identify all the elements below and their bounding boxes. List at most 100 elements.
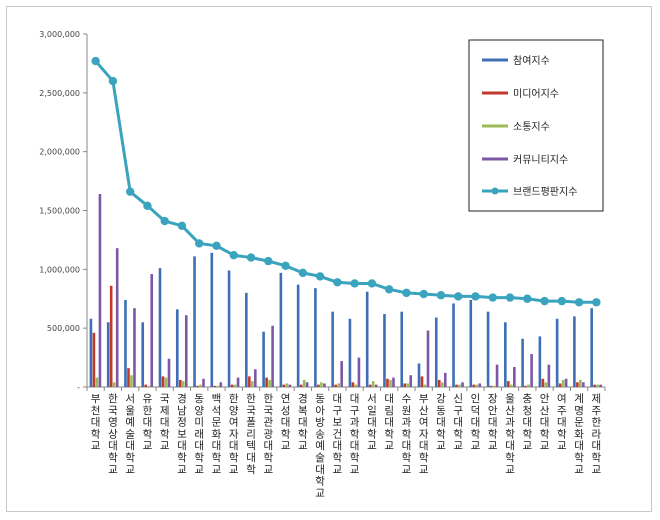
bar-2-28 xyxy=(579,379,582,387)
brand-reputation-point-0 xyxy=(91,56,100,66)
bar-3-3 xyxy=(150,274,154,387)
bar-2-11 xyxy=(285,383,289,387)
brand-reputation-point-21 xyxy=(454,292,463,301)
bar-3-18 xyxy=(409,375,413,387)
bar-1-28 xyxy=(576,382,579,387)
bar-3-25 xyxy=(530,354,533,387)
bar-2-29 xyxy=(596,384,599,387)
bar-0-20 xyxy=(434,317,438,387)
bar-0-26 xyxy=(538,336,542,387)
bar-1-6 xyxy=(196,385,199,387)
bar-1-16 xyxy=(368,384,372,387)
bar-0-16 xyxy=(365,291,369,387)
bar-1-25 xyxy=(524,385,527,387)
bar-2-17 xyxy=(389,379,392,387)
bar-3-20 xyxy=(443,372,447,387)
brand-reputation-point-1 xyxy=(108,76,118,86)
axis-layer: - 500,000 1,000,000 1,500,000 2,000,000 2,500… xyxy=(39,30,606,392)
bar-1-5 xyxy=(178,379,182,387)
bar-2-5 xyxy=(181,381,185,387)
brand-reputation-point-23 xyxy=(488,293,497,302)
bar-0-14 xyxy=(331,311,334,387)
y-tick-label: 1,500,000 xyxy=(39,207,80,216)
bar-3-19 xyxy=(426,330,430,387)
bar-3-29 xyxy=(599,384,602,387)
bar-2-19 xyxy=(423,384,427,387)
bar-0-10 xyxy=(262,331,265,387)
legend-item-communication: 소통지수 xyxy=(482,121,550,133)
bar-1-20 xyxy=(437,379,441,387)
bar-2-3 xyxy=(147,385,151,387)
brand-reputation-point-14 xyxy=(333,278,342,287)
legend-marker-brand-reputation xyxy=(491,187,499,195)
bar-3-8 xyxy=(236,377,240,387)
bar-1-4 xyxy=(161,376,165,387)
bar-2-1 xyxy=(112,382,116,387)
bar-1-11 xyxy=(282,384,286,387)
brand-reputation-point-25 xyxy=(523,294,532,303)
bar-3-9 xyxy=(254,369,257,387)
brand-reputation-point-10 xyxy=(264,256,273,266)
bar-1-23 xyxy=(489,385,493,387)
brand-reputation-point-17 xyxy=(384,285,394,294)
brand-reputation-point-27 xyxy=(557,296,567,306)
bar-2-27 xyxy=(561,379,565,387)
bar-3-10 xyxy=(271,325,274,387)
bar-0-29 xyxy=(590,308,593,387)
bar-3-27 xyxy=(564,378,568,387)
bar-2-21 xyxy=(458,384,461,387)
bar-1-12 xyxy=(299,384,303,387)
bar-3-6 xyxy=(202,378,205,387)
bar-2-16 xyxy=(371,381,375,387)
bar-0-17 xyxy=(383,314,386,387)
bar-0-2 xyxy=(124,299,127,387)
bar-1-27 xyxy=(558,383,562,387)
bar-1-9 xyxy=(248,376,251,387)
line-layer xyxy=(91,56,601,307)
legend-label-participation: 참여지수 xyxy=(513,55,550,67)
bar-3-12 xyxy=(305,382,309,387)
bar-0-23 xyxy=(486,311,490,387)
bar-1-18 xyxy=(403,383,407,387)
bar-1-17 xyxy=(386,378,389,387)
bar-0-9 xyxy=(245,292,248,387)
brand-reputation-point-7 xyxy=(212,241,221,250)
brand-reputation-point-13 xyxy=(315,272,325,281)
bar-0-22 xyxy=(469,299,473,387)
bar-1-7 xyxy=(213,385,217,387)
bar-2-12 xyxy=(302,379,306,387)
legend-label-media: 미디어지수 xyxy=(513,88,559,100)
bar-line-chart: - 500,000 1,000,000 1,500,000 2,000,000 2,500… xyxy=(39,30,606,499)
y-tick-label: 3,000,000 xyxy=(39,30,80,39)
bar-3-2 xyxy=(133,308,136,387)
bar-0-11 xyxy=(279,272,283,387)
brand-reputation-point-28 xyxy=(574,298,584,307)
bar-2-4 xyxy=(164,377,168,387)
bar-0-5 xyxy=(175,309,179,387)
bar-3-15 xyxy=(357,357,361,387)
label-layer: 부 천 대 학 교 한 국 영 상 대 학 교 서 울 예 술 대 학 교 유 한 대 학 교 국 제 대 학 교 경 남 정 보 대 학 교 동 양 미 래… xyxy=(91,392,602,499)
legend-label-community: 커뮤니티지수 xyxy=(513,154,568,166)
bar-1-10 xyxy=(265,377,268,387)
bar-2-22 xyxy=(475,384,479,387)
bar-1-13 xyxy=(317,384,320,387)
brand-reputation-point-24 xyxy=(505,293,515,302)
legend-swatch-communication xyxy=(482,124,508,128)
bar-0-25 xyxy=(521,338,524,387)
bar-0-19 xyxy=(417,363,421,387)
bar-3-17 xyxy=(392,377,395,387)
legend-item-brand-reputation: 브랜드평판지수 xyxy=(482,186,577,198)
bar-1-19 xyxy=(420,376,424,387)
